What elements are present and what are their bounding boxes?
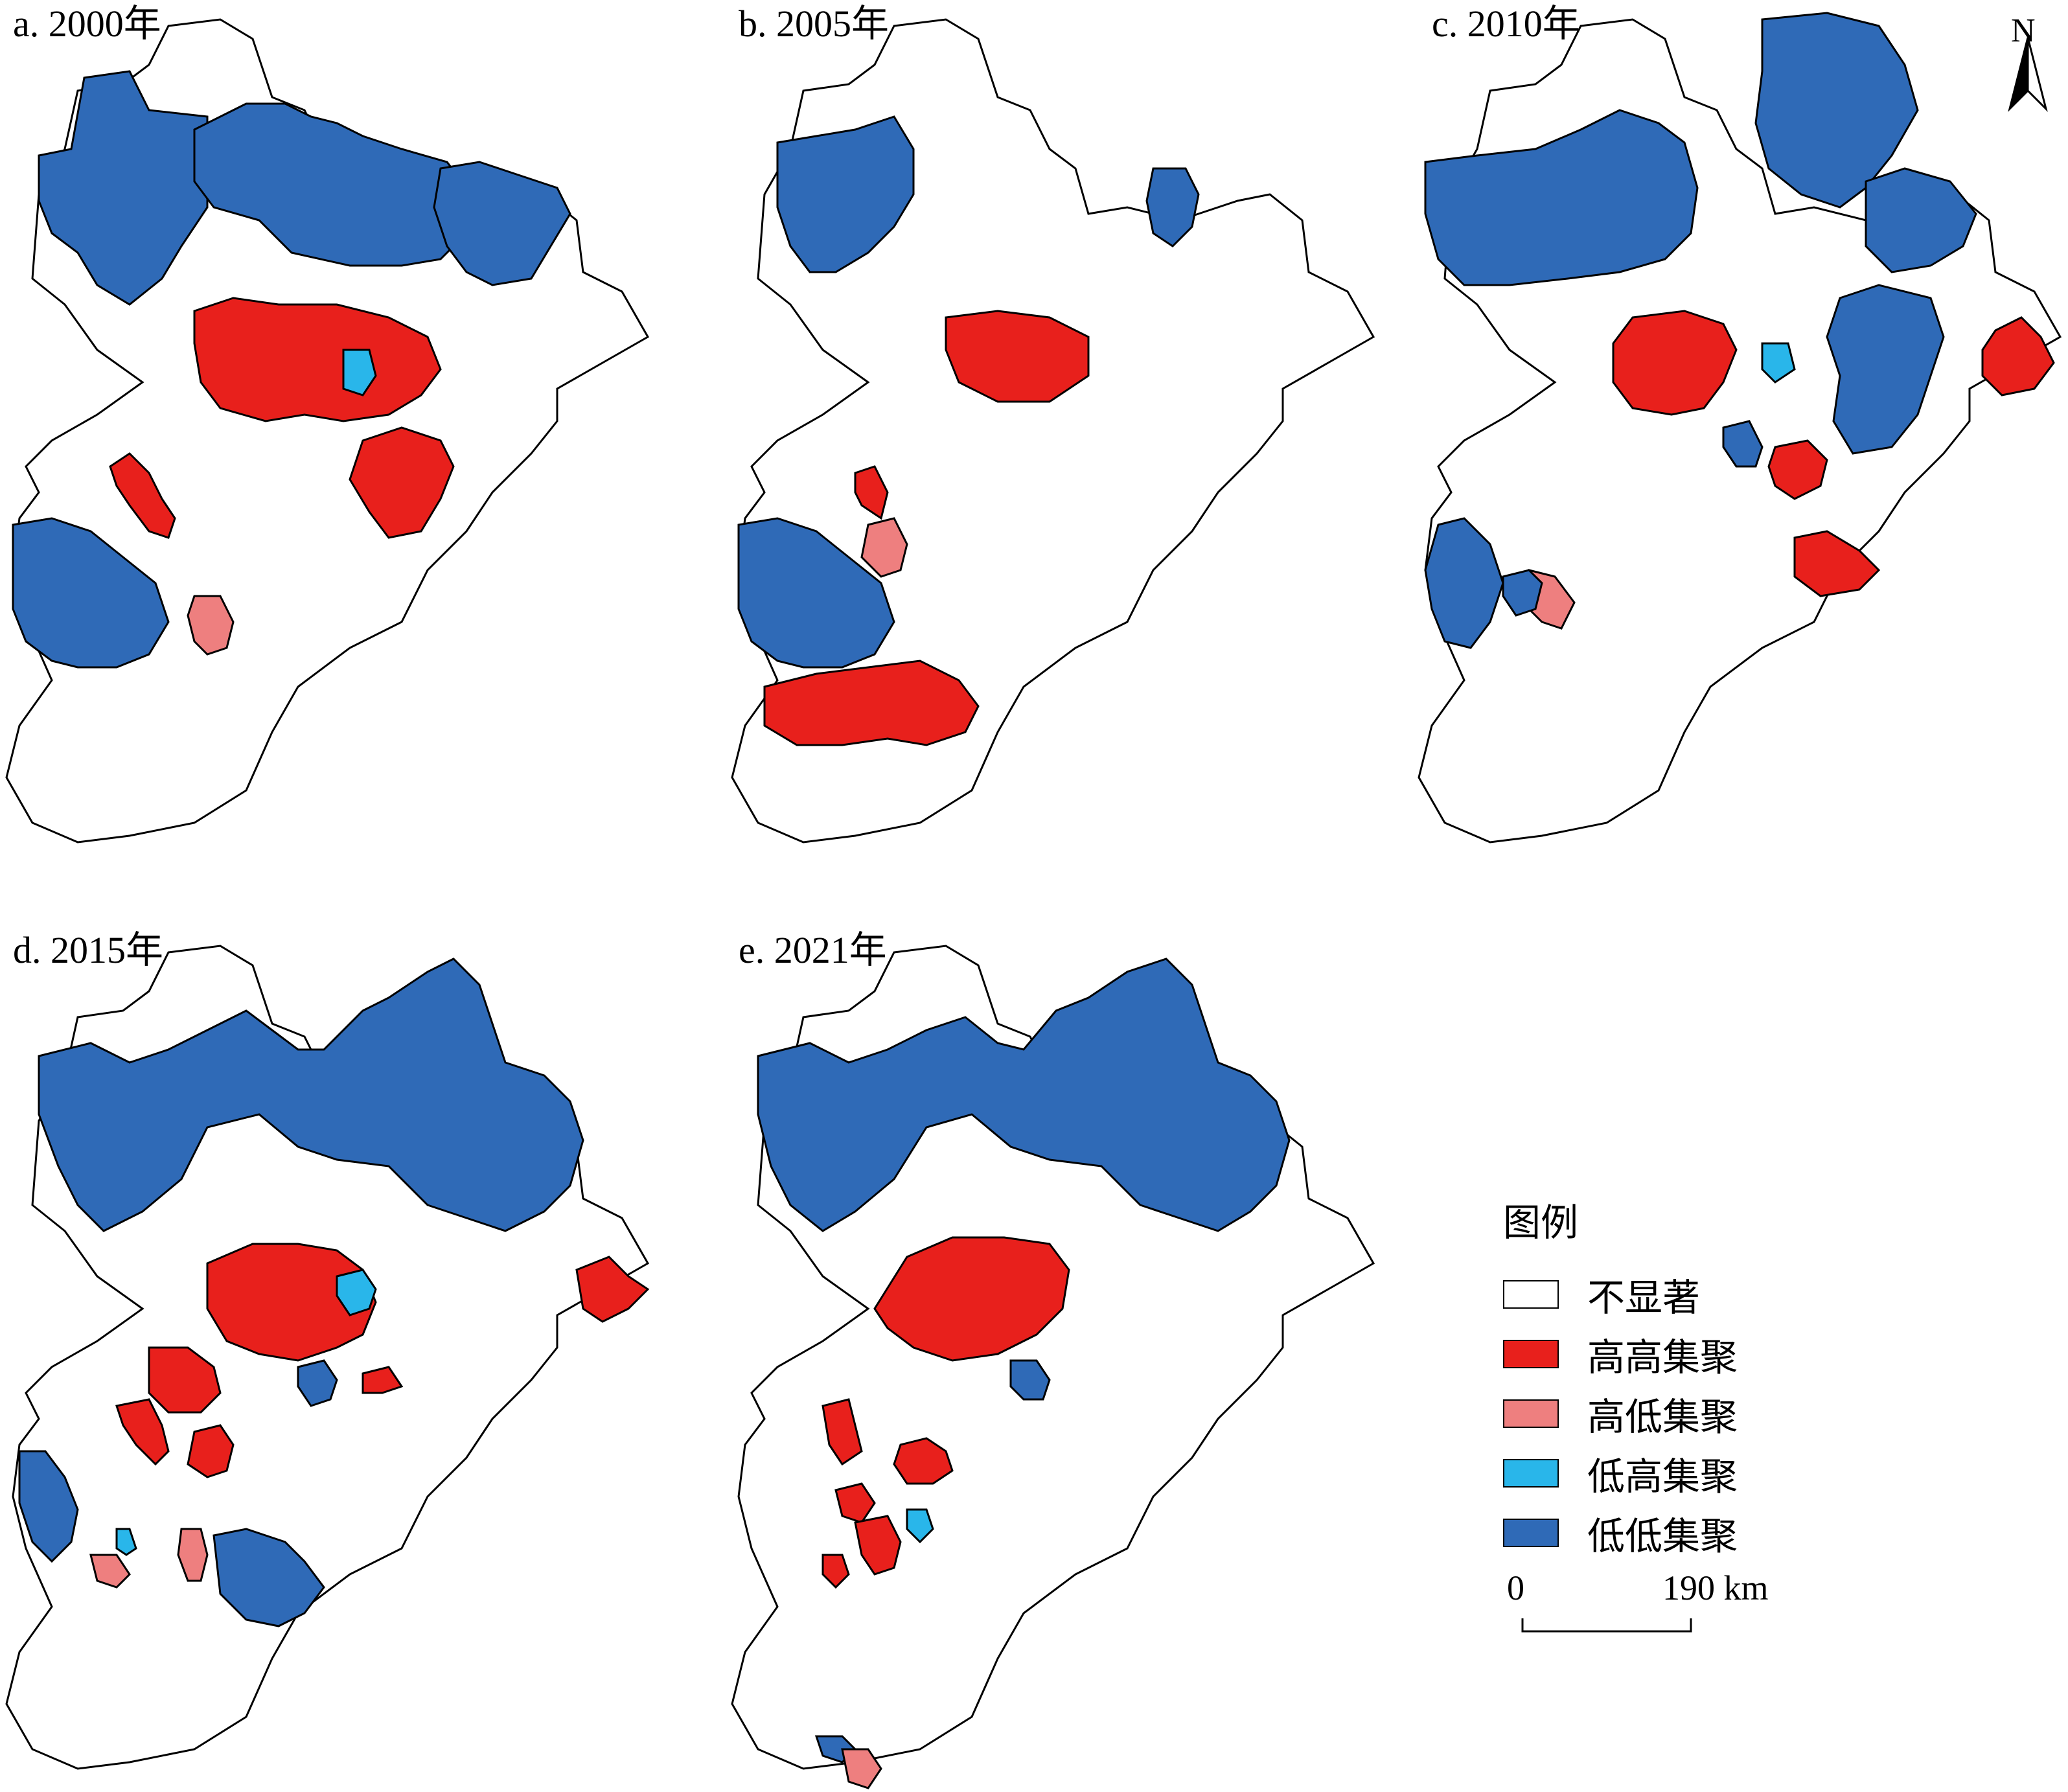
region-low-high <box>906 1508 934 1544</box>
region-low-low <box>18 1450 79 1563</box>
region-low-low <box>1826 284 1945 455</box>
region-low-low <box>297 1359 338 1407</box>
legend-item: 不显著 <box>1503 1265 1892 1324</box>
legend-label: 高低集聚 <box>1587 1396 1738 1438</box>
region-high-high <box>873 1236 1070 1362</box>
region-low-low <box>38 70 209 306</box>
region-high-high <box>362 1366 404 1394</box>
legend-label: 低高集聚 <box>1587 1456 1738 1498</box>
region-high-high <box>187 1424 235 1478</box>
region-low-low <box>737 517 895 669</box>
region-low-low <box>12 517 170 669</box>
region-high-high <box>349 426 455 539</box>
region-high-low <box>860 517 908 578</box>
region-high-low <box>841 1748 882 1789</box>
legend-item: 高高集聚 <box>1503 1324 1892 1384</box>
region-high-high <box>1981 316 2055 396</box>
region-high-low <box>177 1528 209 1582</box>
north-arrow-icon <box>2008 37 2048 112</box>
region-low-low <box>1424 517 1504 649</box>
legend-item: 低高集聚 <box>1503 1443 1892 1503</box>
panel-label-b: b. 2005年 <box>739 3 890 45</box>
region-low-low <box>776 115 915 273</box>
region-low-low <box>1502 569 1543 617</box>
region-high-high <box>115 1398 170 1466</box>
region-high-high <box>854 465 889 520</box>
map-panel-e <box>731 945 1375 1789</box>
legend-item: 高低集聚 <box>1503 1384 1892 1443</box>
region-high-high <box>763 660 980 746</box>
region-high-low <box>89 1554 131 1589</box>
region-high-low <box>187 595 235 656</box>
region-high-high <box>109 452 176 539</box>
region-low-low <box>213 1528 325 1627</box>
region-low-low <box>1865 167 1977 273</box>
region-high-high <box>1767 439 1828 500</box>
north-letter: N <box>2011 12 2036 49</box>
region-low-low <box>38 958 584 1232</box>
region-high-high <box>575 1256 650 1323</box>
legend-title: 图例 <box>1503 1202 1579 1244</box>
region-high-high <box>834 1482 876 1524</box>
scale-bar <box>1521 1618 1692 1633</box>
region-high-high <box>945 310 1090 403</box>
panel-label-c: c. 2010年 <box>1432 3 1580 45</box>
region-high-high <box>821 1398 863 1466</box>
region-high-high <box>893 1437 954 1485</box>
legend-label: 高高集聚 <box>1587 1337 1738 1379</box>
region-high-high <box>193 297 442 422</box>
region-low-low <box>1009 1359 1051 1401</box>
panel-label-a: a. 2000年 <box>13 3 161 45</box>
region-high-high <box>148 1346 222 1414</box>
legend-swatch <box>1503 1399 1559 1428</box>
legend-swatch <box>1503 1280 1559 1309</box>
legend-swatch <box>1503 1459 1559 1488</box>
region-low-low <box>1722 420 1764 468</box>
legend-label: 低低集聚 <box>1587 1515 1738 1557</box>
scale-bar-start-label: 0 <box>1507 1568 1524 1607</box>
region-high-high <box>1612 310 1738 416</box>
scale-bar-end-label: 190 km <box>1662 1568 1769 1607</box>
region-high-high <box>821 1554 850 1589</box>
legend-items: 不显著高高集聚高低集聚低高集聚低低集聚 <box>1503 1265 1892 1563</box>
panel-label-e: e. 2021年 <box>739 929 887 971</box>
map-panel-a <box>5 18 650 844</box>
legend-label: 不显著 <box>1587 1277 1701 1319</box>
map-panel-b <box>731 18 1375 844</box>
legend-swatch <box>1503 1340 1559 1368</box>
map-panel-c <box>1418 12 2062 844</box>
region-high-high <box>854 1515 902 1576</box>
region-low-low <box>757 958 1291 1232</box>
region-low-high <box>1761 342 1796 384</box>
region-high-high <box>1793 530 1881 597</box>
region-low-low <box>433 161 571 286</box>
legend-swatch <box>1503 1519 1559 1547</box>
map-panel-d <box>5 945 650 1770</box>
panel-label-d: d. 2015年 <box>13 929 164 971</box>
legend: 图例 不显著高高集聚高低集聚低高集聚低低集聚 <box>1503 1192 1892 1563</box>
legend-item: 低低集聚 <box>1503 1503 1892 1563</box>
region-low-high <box>342 349 377 396</box>
region-low-low <box>1145 167 1200 247</box>
region-low-high <box>115 1528 137 1556</box>
region-low-high <box>336 1269 377 1316</box>
region-high-high <box>206 1243 377 1362</box>
region-low-low <box>1424 109 1699 286</box>
